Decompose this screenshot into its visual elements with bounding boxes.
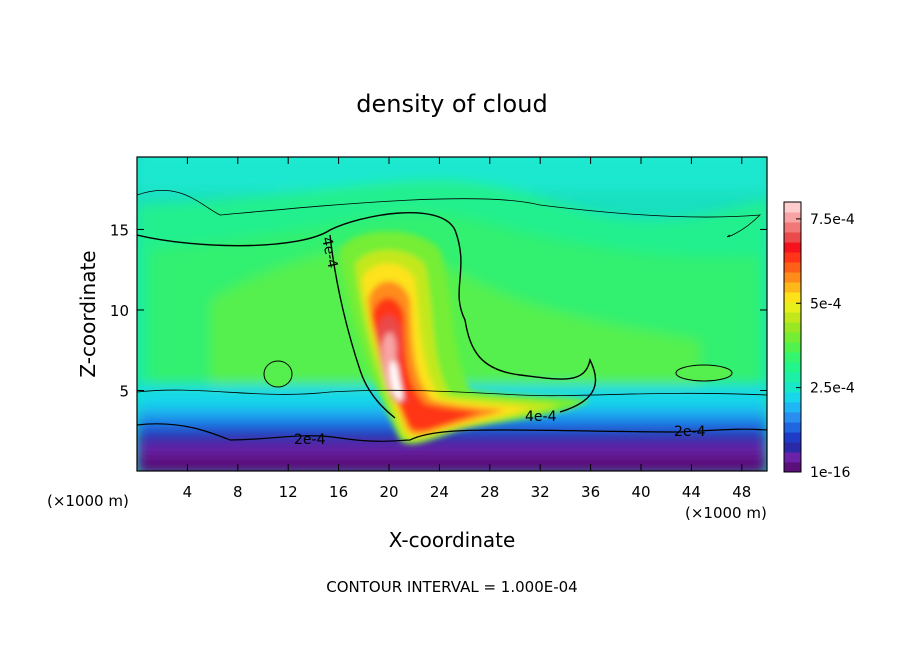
colorbar-swatch [784, 402, 801, 413]
x-tick-label: 24 [430, 483, 449, 501]
colorbar-swatch [784, 262, 801, 273]
y-axis-title: Z-coordinate [76, 250, 100, 377]
colorbar-swatch [784, 282, 801, 293]
colorbar-swatch [784, 432, 801, 443]
contour-lines [137, 189, 767, 442]
x-tick-label: 36 [581, 483, 600, 501]
x-tick-label: 48 [732, 483, 751, 501]
x-tick-label: 16 [329, 483, 348, 501]
colorbar-tick-label: 5e-4 [810, 296, 842, 312]
colorbar-swatch [784, 322, 801, 333]
colorbar-swatch [784, 232, 801, 243]
colorbar-swatch [784, 412, 801, 423]
x-axis-title: X-coordinate [389, 528, 516, 552]
colorbar-frame [783, 201, 802, 473]
colorbar-swatch [784, 452, 801, 463]
y-tick-label: 15 [110, 221, 129, 239]
y-tick-label: 10 [110, 302, 129, 320]
colorbar-swatch [784, 462, 801, 473]
y-axis: 5 10 15 [110, 221, 767, 400]
colorbar-swatch [784, 292, 801, 303]
contour-label: 4e-4 [525, 409, 557, 425]
colorbar-swatch [784, 372, 801, 383]
colorbar-tick-label: 7.5e-4 [810, 212, 855, 228]
colorbar-swatch [784, 222, 801, 233]
colorbar-tick-label: 2.5e-4 [810, 381, 855, 397]
colorbar-swatch [784, 442, 801, 453]
contour-label-group: 4e-4 2e-4 4e-4 2e-4 [294, 236, 706, 448]
colorbar-swatch [784, 332, 801, 343]
x-tick-label: 12 [279, 483, 298, 501]
colorbar-swatch [784, 202, 801, 213]
y-tick-label: 5 [119, 382, 129, 400]
chart-title: density of cloud [356, 90, 547, 118]
colorbar-swatch [784, 422, 801, 433]
x-unit-right: (×1000 m) [685, 504, 767, 522]
x-unit-left: (×1000 m) [47, 492, 129, 510]
colorbar-swatch [784, 382, 801, 393]
contour-label: 2e-4 [294, 432, 326, 448]
x-tick-label: 32 [531, 483, 550, 501]
x-axis: 4 8 12 16 20 24 28 32 36 40 44 48 [183, 157, 751, 501]
x-tick-label: 20 [379, 483, 398, 501]
colorbar-swatch [784, 242, 801, 253]
contour-label: 4e-4 [318, 236, 340, 270]
contour-label: 2e-4 [674, 424, 706, 440]
x-tick-label: 28 [480, 483, 499, 501]
contour-interval-note: CONTOUR INTERVAL = 1.000E-04 [326, 578, 577, 596]
colorbar-ticks: 7.5e-4 5e-4 2.5e-4 1e-16 [796, 212, 855, 481]
x-tick-label: 8 [233, 483, 243, 501]
colorbar-swatch [784, 362, 801, 373]
colorbar-swatch [784, 302, 801, 313]
plot-frame [136, 156, 768, 472]
colorbar-swatch [784, 312, 801, 323]
colorbar-swatch [784, 252, 801, 263]
x-tick-label: 4 [183, 483, 193, 501]
colorbar-swatch [784, 392, 801, 403]
colorbar-swatch [784, 352, 801, 363]
density-field [137, 157, 767, 471]
x-tick-label: 40 [631, 483, 650, 501]
x-tick-label: 44 [682, 483, 701, 501]
colorbar-swatch [784, 272, 801, 283]
colorbar-tick-label: 1e-16 [810, 465, 850, 481]
colorbar [784, 202, 801, 473]
colorbar-swatch [784, 212, 801, 223]
colorbar-swatch [784, 342, 801, 353]
